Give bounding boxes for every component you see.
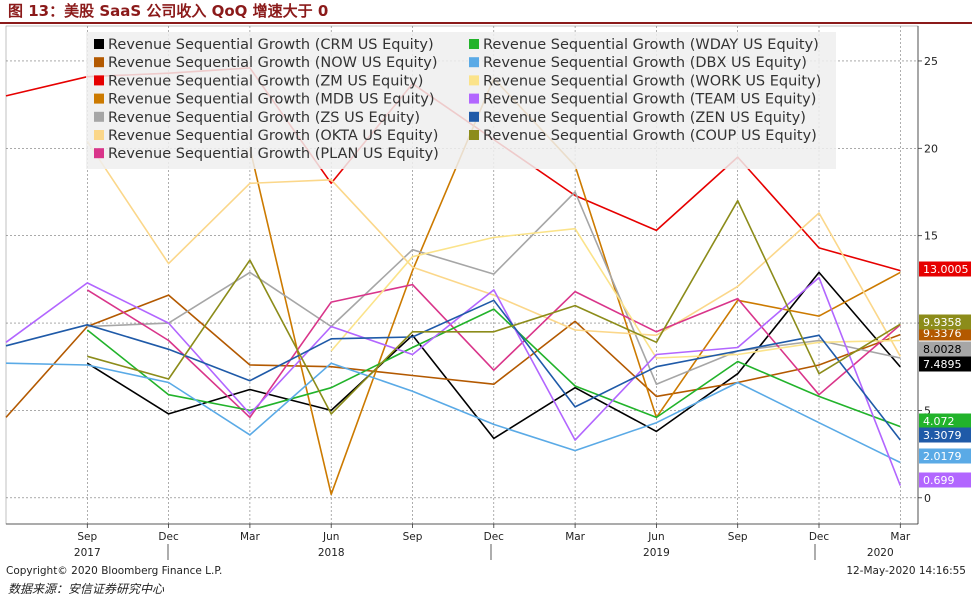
end-value-box bbox=[919, 341, 971, 357]
series-line bbox=[87, 199, 901, 415]
end-value-label: 2.0179 bbox=[923, 450, 962, 463]
end-labels: 7.4895 9.3376 13.0005 8.0028 4.072 2.0179 0.69… bbox=[919, 261, 971, 488]
x-year-label: 2019 bbox=[643, 547, 670, 559]
legend-label: Revenue Sequential Growth (NOW US Equity… bbox=[108, 55, 438, 71]
legend-swatch bbox=[469, 111, 479, 122]
x-tick-label: Mar bbox=[565, 531, 585, 543]
y-tick-label: 0 bbox=[924, 492, 931, 505]
series-line bbox=[86, 283, 901, 419]
x-tick-label: Sep bbox=[403, 531, 423, 543]
x-axis: Sep Dec Mar Jun Sep Dec Mar Jun Sep Dec Mar 2017 201… bbox=[6, 523, 918, 560]
legend-label: Revenue Sequential Growth (CRM US Equity… bbox=[108, 37, 434, 53]
legend-label: Revenue Sequential Growth (WORK US Equit… bbox=[483, 73, 821, 89]
series-line bbox=[5, 276, 902, 486]
copyright-text: Copyright© 2020 Bloomberg Finance L.P. bbox=[6, 565, 222, 577]
timestamp-text: 12-May-2020 14:16:55 bbox=[846, 565, 966, 577]
series-line bbox=[330, 227, 901, 359]
legend-label: Revenue Sequential Growth (DBX US Equity… bbox=[483, 55, 807, 71]
series-line bbox=[5, 362, 901, 464]
end-value-label: 3.3079 bbox=[923, 429, 962, 442]
end-value-box bbox=[919, 356, 971, 372]
series-line bbox=[86, 140, 901, 357]
series-line bbox=[87, 191, 901, 385]
x-tick-label: Sep bbox=[77, 531, 97, 543]
end-value-box bbox=[919, 314, 971, 330]
series-line bbox=[86, 271, 901, 440]
x-year-label: 2017 bbox=[74, 547, 101, 559]
end-value-box bbox=[919, 261, 971, 277]
legend-label: Revenue Sequential Growth (ZS US Equity) bbox=[108, 110, 420, 126]
legend-box bbox=[86, 32, 836, 169]
y-tick-label: 20 bbox=[924, 142, 938, 155]
x-tick-label: Jun bbox=[647, 531, 664, 543]
x-tick-label: Sep bbox=[728, 531, 748, 543]
x-tick-label: Mar bbox=[890, 531, 910, 543]
end-value-box bbox=[919, 427, 971, 443]
legend-swatch bbox=[469, 130, 479, 140]
legend-label: Revenue Sequential Growth (ZEN US Equity… bbox=[483, 110, 806, 126]
end-value-label: 0.699 bbox=[923, 474, 955, 487]
end-value-box bbox=[919, 413, 971, 429]
legend-swatch bbox=[469, 93, 479, 104]
end-value-label: 8.0028 bbox=[923, 343, 962, 356]
end-value-label: 9.3376 bbox=[923, 327, 962, 340]
legend-label: Revenue Sequential Growth (TEAM US Equit… bbox=[483, 92, 816, 108]
end-value-label: 13.0005 bbox=[923, 263, 969, 276]
end-value-label: 4.072 bbox=[923, 415, 955, 428]
legend-swatch bbox=[94, 130, 104, 140]
x-tick-label: Jun bbox=[322, 531, 339, 543]
y-tick-label: 5 bbox=[924, 404, 931, 417]
end-value-label: 9.9358 bbox=[923, 316, 962, 329]
x-tick-label: Dec bbox=[158, 531, 179, 543]
legend-swatch bbox=[94, 57, 104, 68]
legend-swatch bbox=[469, 57, 479, 68]
legend: Revenue Sequential Growth (CRM US Equity… bbox=[86, 32, 836, 169]
series-line bbox=[86, 308, 901, 428]
legend-label: Revenue Sequential Growth (WDAY US Equit… bbox=[483, 37, 819, 53]
legend-swatch bbox=[469, 75, 479, 86]
legend-swatch bbox=[469, 39, 479, 49]
x-tick-label: Dec bbox=[809, 531, 830, 543]
y-tick-label: 15 bbox=[924, 230, 938, 243]
x-tick-label: Dec bbox=[484, 531, 505, 543]
series-line bbox=[5, 299, 901, 441]
end-value-box bbox=[919, 472, 971, 488]
legend-swatch bbox=[94, 75, 104, 86]
legend-label: Revenue Sequential Growth (PLAN US Equit… bbox=[108, 146, 439, 162]
legend-swatch bbox=[94, 111, 104, 122]
end-value-label: 7.4895 bbox=[923, 358, 962, 371]
x-year-label: 2020 bbox=[867, 547, 894, 559]
title-rule bbox=[0, 22, 972, 24]
y-tick-label: 25 bbox=[924, 55, 938, 68]
legend-label: Revenue Sequential Growth (ZM US Equity) bbox=[108, 73, 423, 89]
line-chart: Revenue Sequential Growth (CRM US Equity… bbox=[5, 25, 971, 577]
x-year-label: 2018 bbox=[318, 547, 345, 559]
legend-swatch bbox=[94, 39, 104, 49]
source-note: 数据来源：安信证券研究中心 bbox=[8, 582, 165, 596]
x-tick-label: Mar bbox=[240, 531, 260, 543]
legend-label: Revenue Sequential Growth (OKTA US Equit… bbox=[108, 128, 438, 144]
series-line bbox=[5, 294, 901, 418]
end-value-box bbox=[919, 448, 971, 464]
figure-title: 图 13：美股 SaaS 公司收入 QoQ 增速大于 0 bbox=[8, 2, 329, 20]
legend-label: Revenue Sequential Growth (COUP US Equit… bbox=[483, 128, 817, 144]
legend-swatch bbox=[94, 93, 104, 104]
legend-label: Revenue Sequential Growth (MDB US Equity… bbox=[108, 92, 435, 108]
legend-swatch bbox=[94, 148, 104, 159]
